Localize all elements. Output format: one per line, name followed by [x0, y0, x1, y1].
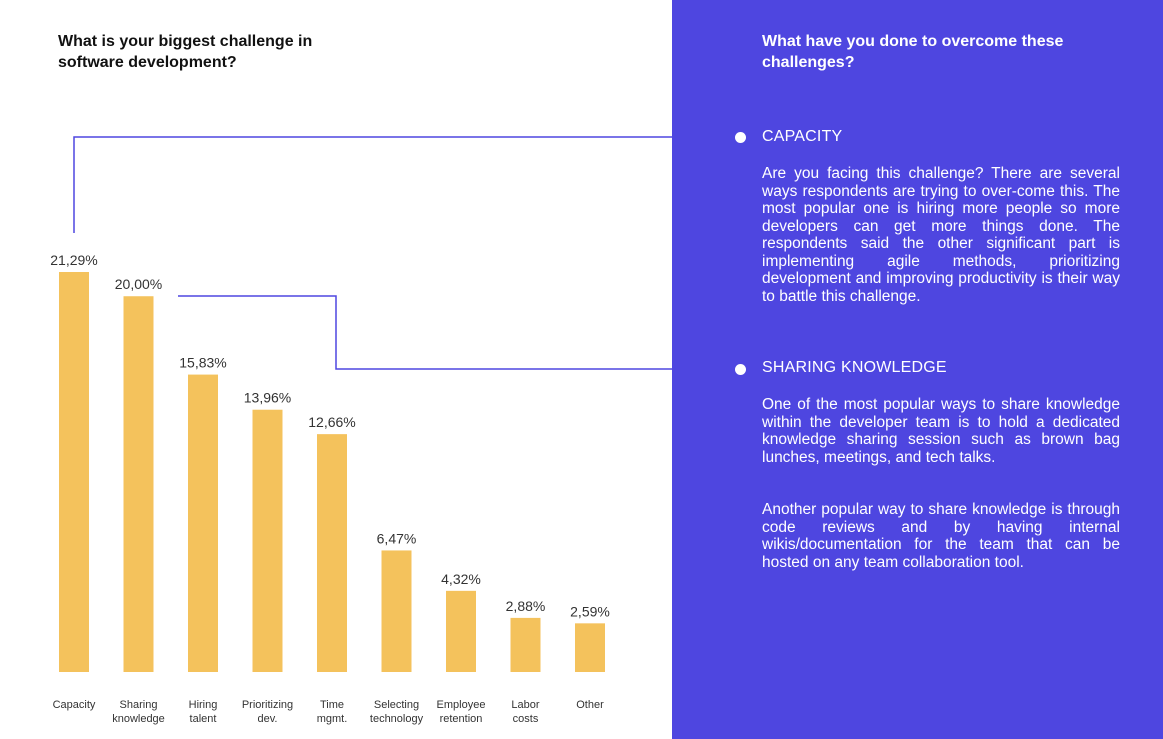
bar-value-label: 2,59%	[570, 603, 610, 619]
bar-value-label: 2,88%	[506, 598, 546, 614]
category-label: retention	[440, 713, 483, 725]
bar-1	[123, 296, 154, 672]
bar-6	[446, 590, 476, 672]
category-label: Other	[576, 699, 604, 711]
category-label: Hiring	[189, 699, 218, 711]
category-label: talent	[190, 713, 217, 725]
category-label: Time	[320, 699, 344, 711]
category-label: Sharing	[120, 699, 158, 711]
bar-2	[188, 374, 218, 672]
category-label: technology	[370, 713, 424, 725]
bar-value-label: 15,83%	[179, 355, 226, 371]
bar-5	[381, 550, 412, 672]
category-label: Selecting	[374, 699, 419, 711]
category-label: Labor	[511, 699, 539, 711]
bar-value-label: 20,00%	[115, 276, 162, 292]
category-label: knowledge	[112, 713, 165, 725]
bar-value-label: 12,66%	[308, 414, 355, 430]
right-panel	[672, 0, 1163, 739]
bar-value-label: 21,29%	[50, 252, 97, 268]
category-label: dev.	[258, 713, 278, 725]
category-label: costs	[513, 713, 539, 725]
bar-8	[575, 623, 605, 672]
category-label: Prioritizing	[242, 699, 293, 711]
section-text-sharing-knowledge-1: One of the most popular ways to share kn…	[762, 396, 1120, 466]
bar-4	[317, 434, 347, 672]
bar-0	[59, 272, 89, 672]
category-label: mgmt.	[317, 713, 348, 725]
section-text-capacity: Are you facing this challenge? There are…	[762, 165, 1120, 305]
bar-value-label: 6,47%	[377, 530, 417, 546]
sharing-knowledge-marker-dot	[735, 363, 746, 375]
capacity-marker-dot	[735, 131, 746, 143]
bar-value-label: 13,96%	[244, 390, 291, 406]
section-text-sharing-knowledge-2: Another popular way to share knowledge i…	[762, 501, 1120, 571]
bar-7	[510, 617, 541, 672]
bar-chart: 21,29% Capacity 20,00% Sharing knowledge 15,8…	[50, 252, 610, 725]
category-label: Employee	[437, 699, 486, 711]
section-heading-capacity: CAPACITY	[762, 128, 843, 145]
bar-value-label: 4,32%	[441, 571, 481, 587]
chart-title: What is your biggest challenge in softwa…	[58, 33, 313, 71]
section-heading-sharing-knowledge: SHARING KNOWLEDGE	[762, 359, 947, 376]
bar-3	[252, 409, 283, 672]
right-panel-title: What have you done to overcome these cha…	[762, 33, 1064, 71]
category-label: Capacity	[53, 699, 96, 711]
